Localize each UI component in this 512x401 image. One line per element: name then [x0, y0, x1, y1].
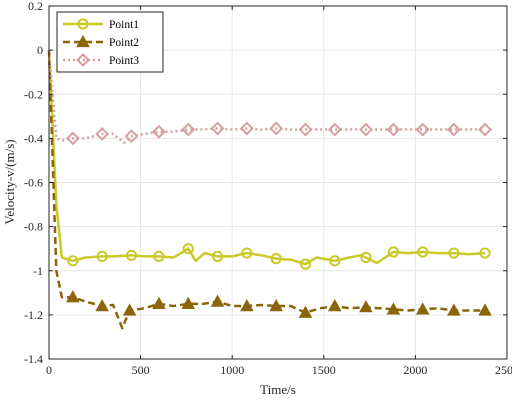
series-3-line — [47, 50, 486, 145]
series-1-marker — [270, 253, 282, 265]
series-3-marker — [124, 129, 139, 144]
x-axis-label: Time/s — [260, 382, 296, 397]
series-1-marker — [448, 247, 460, 259]
series-2-marker — [181, 296, 196, 309]
series-2-marker — [478, 303, 492, 316]
x-tick-label: 2000 — [403, 363, 427, 377]
series-3-marker — [386, 122, 401, 137]
series-1-marker — [67, 255, 79, 267]
series-1-marker — [241, 247, 253, 259]
y-tick-label: 0.2 — [28, 0, 43, 13]
y-tick-label: -0.4 — [24, 131, 43, 145]
series-3-marker — [239, 121, 254, 136]
series-1-marker — [329, 255, 341, 267]
series-3-marker — [415, 122, 430, 137]
legend-label: Point2 — [109, 37, 139, 49]
series-3-marker — [359, 122, 373, 137]
y-tick-label: -1 — [33, 264, 43, 278]
x-tick-label: 1500 — [312, 363, 336, 377]
series-1 — [47, 50, 491, 270]
y-tick-label: 0 — [37, 43, 43, 57]
series-1-marker — [153, 250, 165, 263]
legend-item: Point2 — [63, 34, 139, 49]
series-layer — [47, 50, 492, 330]
series-2-marker — [240, 299, 254, 312]
x-tick-label: 500 — [132, 363, 150, 377]
series-2-marker — [359, 300, 373, 313]
series-3-marker — [210, 121, 225, 136]
series-2-marker — [122, 303, 137, 316]
series-2-marker — [269, 299, 283, 312]
legend-swatch-marker — [76, 53, 90, 67]
series-1-marker — [125, 249, 138, 261]
legend: Point1 Point2 Point3 — [56, 11, 164, 73]
series-2-marker — [210, 294, 225, 307]
series-3-marker — [181, 122, 196, 137]
series-1-marker — [387, 246, 400, 258]
legend-box — [56, 11, 164, 73]
y-tick-label: -0.6 — [24, 176, 43, 190]
series-2-marker — [298, 305, 313, 318]
series-3-marker — [95, 127, 110, 141]
series-1-marker — [211, 250, 224, 263]
legend-item: Point3 — [63, 53, 139, 67]
series-2-marker — [386, 302, 401, 315]
series-1-marker — [479, 247, 491, 259]
y-tick-label: -1.4 — [24, 352, 43, 366]
legend-swatch-marker — [76, 34, 90, 48]
series-2-marker — [95, 299, 109, 312]
y-axis-label: Velocity-v/(m/s) — [2, 139, 17, 224]
y-tick-label: -1.2 — [24, 308, 43, 322]
series-1-marker — [299, 258, 312, 270]
series-3-marker — [446, 122, 461, 137]
y-tick-label: -0.8 — [24, 220, 43, 234]
series-2 — [47, 50, 492, 330]
series-3-marker — [298, 122, 313, 137]
series-2-marker — [447, 303, 461, 316]
series-2-marker — [328, 299, 342, 312]
series-1-marker — [360, 251, 372, 264]
y-tick-label: -0.2 — [24, 87, 43, 101]
series-3-marker — [478, 122, 492, 137]
series-3-marker — [327, 122, 342, 137]
series-2-marker — [415, 302, 430, 315]
grid — [49, 6, 507, 359]
series-1-marker — [182, 243, 194, 255]
series-2-marker — [152, 296, 166, 309]
x-tick-label: 1000 — [220, 363, 244, 377]
series-1-marker — [96, 250, 108, 263]
legend-label: Point1 — [109, 19, 139, 31]
legend-swatch-marker — [77, 18, 89, 30]
series-1-marker — [417, 246, 429, 258]
series-3-marker — [269, 121, 284, 136]
series-3-marker — [65, 131, 80, 146]
series-2-marker — [66, 290, 80, 303]
x-tick-label: 0 — [46, 363, 52, 377]
series-3-marker — [152, 124, 166, 139]
series-3 — [47, 50, 492, 146]
legend-label: Point3 — [109, 55, 139, 67]
legend-item: Point1 — [63, 18, 139, 31]
